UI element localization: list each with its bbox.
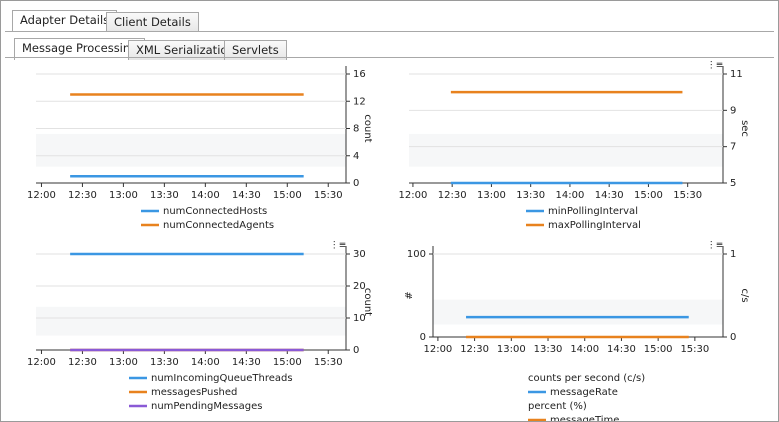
x-tick-label: 12:00 <box>423 344 452 355</box>
y-axis-label: sec <box>739 120 750 137</box>
y-tick-label: 4 <box>353 151 359 162</box>
tab[interactable]: Adapter Details <box>12 10 118 32</box>
y-axis-label: c/s <box>739 288 750 302</box>
x-tick-label: 12:30 <box>68 357 97 368</box>
x-tick-label: 13:00 <box>109 190 138 201</box>
x-tick-label: 13:30 <box>150 190 179 201</box>
x-tick-label: 12:30 <box>438 190 467 201</box>
legend-heading: percent (%) <box>528 401 587 412</box>
y-tick-label: 0 <box>730 332 736 343</box>
y-tick-label: 8 <box>353 124 359 135</box>
plot-area <box>36 254 346 350</box>
y-tick-label: 7 <box>730 142 736 153</box>
x-tick-label: 13:30 <box>516 190 545 201</box>
legend-label: messageRate <box>550 387 618 398</box>
legend-label: minPollingInterval <box>548 206 638 217</box>
x-tick-label: 14:00 <box>191 190 220 201</box>
subtab[interactable]: Servlets <box>224 40 287 60</box>
x-tick-label: 15:00 <box>644 344 673 355</box>
legend-label: numConnectedHosts <box>163 206 267 217</box>
x-tick-label: 13:00 <box>477 190 506 201</box>
legend-label: numIncomingQueueThreads <box>151 373 293 384</box>
x-tick-label: 15:30 <box>673 190 702 201</box>
x-tick-label: 14:30 <box>607 344 636 355</box>
subtab[interactable]: Message Processing <box>14 38 146 60</box>
x-tick-label: 13:30 <box>534 344 563 355</box>
y-tick-label: 0 <box>353 345 359 356</box>
x-tick-label: 15:00 <box>273 190 302 201</box>
x-tick-label: 12:00 <box>27 190 56 201</box>
x-tick-label: 14:00 <box>556 190 585 201</box>
y-tick-label: 9 <box>730 105 736 116</box>
x-tick-label: 14:00 <box>191 357 220 368</box>
legend-label: numConnectedAgents <box>163 220 274 231</box>
legend-label: messageTime <box>550 415 619 421</box>
subtab[interactable]: XML Serialization <box>128 40 243 60</box>
x-tick-label: 14:00 <box>570 344 599 355</box>
y-tick-label: 12 <box>353 96 366 107</box>
x-tick-label: 13:00 <box>109 357 138 368</box>
x-tick-label: 15:00 <box>273 357 302 368</box>
x-tick-label: 12:00 <box>399 190 428 201</box>
plot-area <box>409 74 723 183</box>
plot-area <box>36 74 346 183</box>
y-tick-label: 11 <box>730 69 743 80</box>
legend-label: maxPollingInterval <box>548 220 641 231</box>
chart-menu-icon: ⋮≡ <box>707 241 724 251</box>
legend-label: messagesPushed <box>151 387 237 398</box>
y-axis-label: # <box>404 291 415 299</box>
x-tick-label: 12:30 <box>68 190 97 201</box>
x-tick-label: 15:30 <box>314 190 343 201</box>
x-tick-label: 15:30 <box>680 344 709 355</box>
y-axis-label: count <box>362 114 373 142</box>
plot-band <box>409 133 723 167</box>
plot-band <box>36 306 346 336</box>
chart-menu-icon: ⋮≡ <box>707 61 724 71</box>
x-tick-label: 12:30 <box>460 344 489 355</box>
y-tick-label: 30 <box>353 249 366 260</box>
y-tick-label: 16 <box>353 69 366 80</box>
y-tick-label: 0 <box>353 178 359 189</box>
tab[interactable]: Client Details <box>106 12 199 32</box>
x-tick-label: 15:30 <box>314 357 343 368</box>
plot-band <box>36 133 346 167</box>
y-tick-label: 100 <box>407 249 426 260</box>
y-tick-label: 0 <box>420 332 426 343</box>
y-axis-label: count <box>362 288 373 316</box>
x-tick-label: 13:00 <box>497 344 526 355</box>
subtab-rule <box>5 57 774 58</box>
x-tick-label: 12:00 <box>27 357 56 368</box>
legend-heading: counts per second (c/s) <box>528 373 645 384</box>
x-tick-label: 14:30 <box>595 190 624 201</box>
tab-rule <box>5 31 774 32</box>
x-tick-label: 13:30 <box>150 357 179 368</box>
plot-band <box>433 299 723 325</box>
x-tick-label: 15:00 <box>634 190 663 201</box>
y-tick-label: 5 <box>730 178 736 189</box>
x-tick-label: 14:30 <box>232 190 261 201</box>
legend-label: numPendingMessages <box>151 401 262 412</box>
y-tick-label: 10 <box>353 313 366 324</box>
x-tick-label: 14:30 <box>232 357 261 368</box>
y-tick-label: 1 <box>730 249 736 260</box>
chart-menu-icon: ⋮≡ <box>330 241 347 251</box>
y-tick-label: 20 <box>353 281 366 292</box>
plot-area <box>433 254 723 337</box>
